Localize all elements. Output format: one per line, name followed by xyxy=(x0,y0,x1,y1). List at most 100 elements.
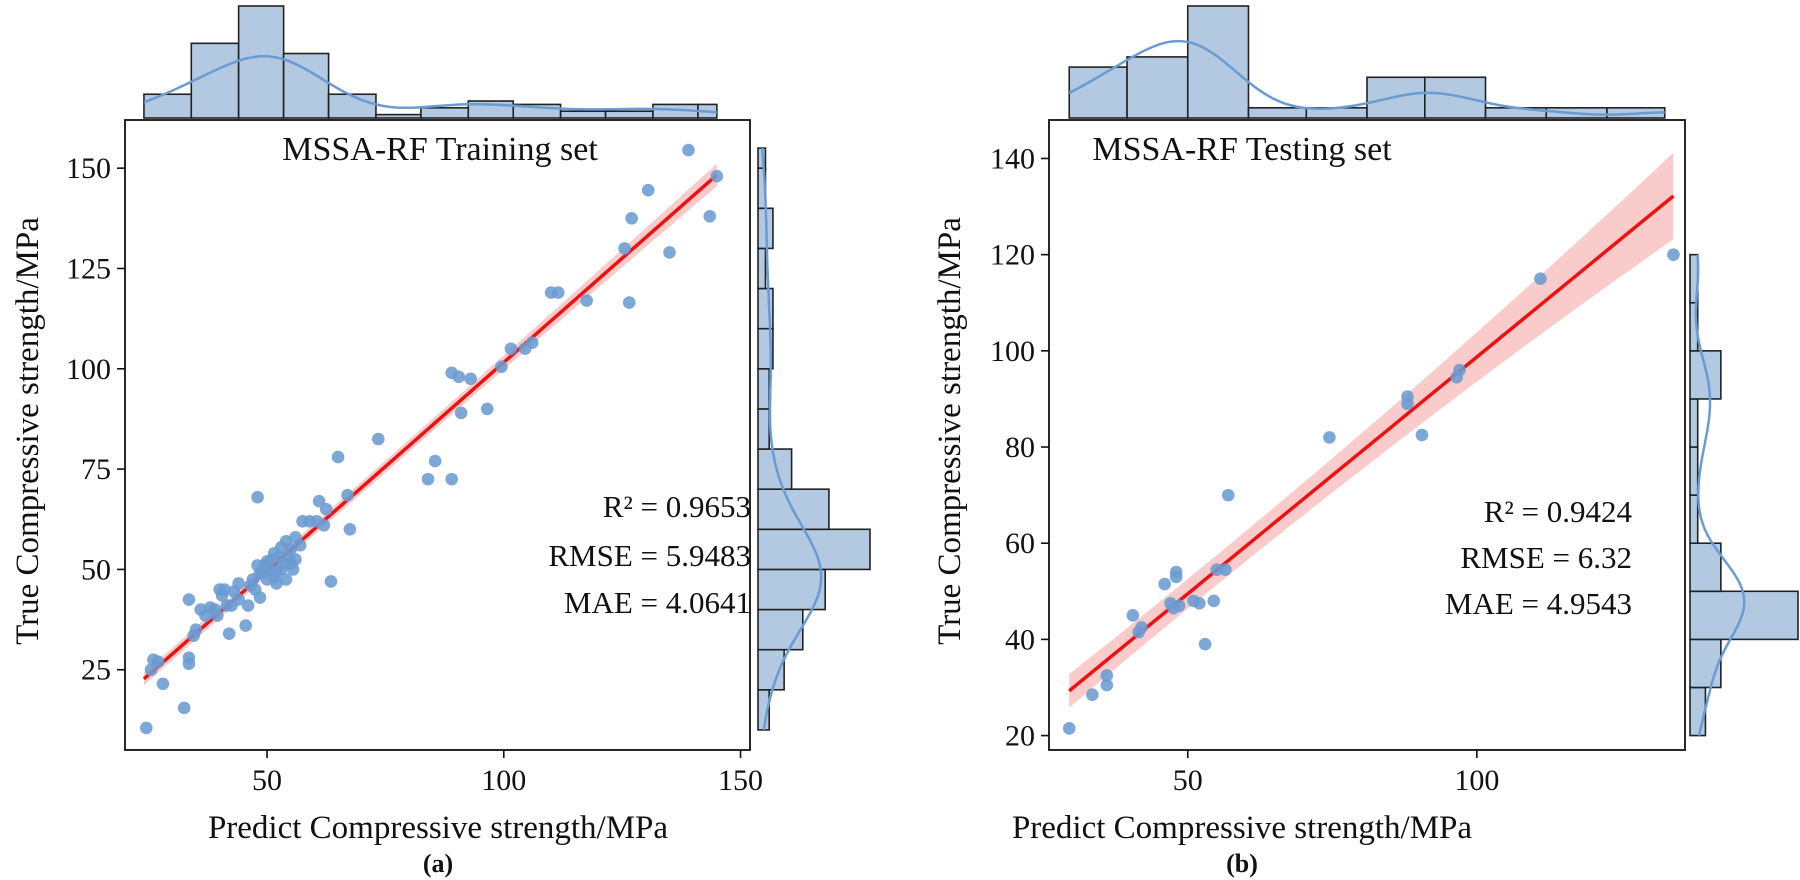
scatter-point xyxy=(1219,563,1232,576)
x-axis-label-a: Predict Compressive strength/MPa xyxy=(208,810,668,846)
scatter-point xyxy=(1100,678,1114,692)
histogram-bar-x xyxy=(559,110,607,119)
y-ticks-a: 25 50 75 100 125 150 xyxy=(66,152,125,687)
x-axis-label-b: Predict Compressive strength/MPa xyxy=(1012,810,1472,846)
scatter-point xyxy=(454,406,468,420)
histogram-bar-y xyxy=(757,408,770,450)
scatter-point xyxy=(1323,431,1336,444)
y-tick-label: 60 xyxy=(1005,527,1035,560)
scatter-point xyxy=(1207,594,1221,608)
scatter-point xyxy=(464,372,477,386)
scatter-point xyxy=(239,619,253,632)
histogram-bar-y xyxy=(757,367,770,410)
histogram-bar-x xyxy=(1424,76,1487,119)
right-histogram-a xyxy=(757,147,871,731)
scatter-point xyxy=(293,539,307,552)
y-tick-label: 150 xyxy=(66,152,111,185)
scatter-point xyxy=(1135,621,1148,634)
scatter-point xyxy=(625,212,638,225)
x-tick-label: 50 xyxy=(252,764,282,797)
y-tick-label: 80 xyxy=(1005,431,1035,464)
scatter-point xyxy=(1126,609,1140,622)
scatter-point xyxy=(682,143,695,157)
scatter-point xyxy=(341,488,354,502)
y-tick-label: 25 xyxy=(81,654,111,687)
histogram-bar-x xyxy=(420,107,470,119)
r2-label-a: R² = 0.9653 xyxy=(603,489,751,524)
scatter-point xyxy=(703,210,717,223)
scatter-points-b xyxy=(1062,248,1680,735)
scatter-point xyxy=(253,591,267,604)
scatter-point xyxy=(251,490,264,504)
histogram-bar-x xyxy=(1186,5,1250,119)
panel-label-a: (a) xyxy=(423,849,453,878)
scatter-point xyxy=(421,472,435,486)
scatter-point xyxy=(182,657,196,671)
kde-curve-x xyxy=(1068,39,1665,116)
histogram-bar-x xyxy=(282,52,330,119)
scatter-point xyxy=(618,242,631,255)
top-histogram-a xyxy=(143,5,718,119)
x-ticks-b: 50 100 xyxy=(1173,750,1499,797)
scatter-point xyxy=(218,583,231,596)
histogram-bar-x xyxy=(327,93,377,119)
scatter-point xyxy=(324,575,338,588)
histogram-bar-y xyxy=(757,648,785,691)
scatter-point xyxy=(151,655,165,669)
y-ticks-b: 20 40 60 80 100 120 140 xyxy=(990,142,1049,753)
scatter-point xyxy=(222,627,236,640)
scatter-point xyxy=(452,370,466,384)
scatter-point xyxy=(372,432,385,446)
scatter-point xyxy=(495,360,508,374)
kde-curve-y xyxy=(760,148,823,731)
histogram-bar-y xyxy=(1689,398,1699,448)
scatter-points-a xyxy=(140,143,724,735)
histogram-bar-x xyxy=(375,113,422,119)
scatter-point xyxy=(319,502,333,516)
confidence-band xyxy=(1069,152,1674,708)
histogram-bar-y xyxy=(1689,686,1707,737)
kde-curve-x xyxy=(143,55,718,114)
scatter-point xyxy=(211,609,224,622)
y-axis-label-b: True Compressive strength/MPa xyxy=(932,217,968,645)
scatter-point xyxy=(480,402,494,416)
histogram-bar-x xyxy=(190,42,240,119)
rmse-label-a: RMSE = 5.9483 xyxy=(548,538,751,573)
scatter-point xyxy=(1210,563,1223,576)
histogram-bar-x xyxy=(1126,56,1189,119)
scatter-point xyxy=(1221,488,1235,502)
r2-label-b: R² = 0.9424 xyxy=(1484,494,1633,529)
scatter-point xyxy=(1193,597,1206,610)
histogram-bar-y xyxy=(1689,446,1699,496)
y-tick-label: 120 xyxy=(990,239,1035,272)
scatter-point xyxy=(232,577,245,590)
scatter-point xyxy=(189,623,203,636)
scatter-point xyxy=(270,577,283,590)
y-tick-label: 140 xyxy=(990,142,1035,175)
scatter-point xyxy=(641,183,655,197)
scatter-point xyxy=(1172,599,1186,613)
y-tick-label: 125 xyxy=(66,252,111,285)
scatter-point xyxy=(504,342,518,356)
panel-b: 50 100 20 40 60 80 100 120 140 MSSA-RF Testing … xyxy=(932,5,1799,878)
scatter-point xyxy=(286,563,300,576)
scatter-point xyxy=(232,593,245,606)
scatter-point xyxy=(1158,577,1171,591)
scatter-point xyxy=(177,701,191,715)
y-axis-label-a: True Compressive strength/MPa xyxy=(10,217,46,645)
histogram-bar-y xyxy=(757,247,767,290)
scatter-point xyxy=(1667,248,1680,261)
scatter-point xyxy=(317,518,331,532)
scatter-point xyxy=(1401,397,1414,411)
y-tick-label: 40 xyxy=(1005,623,1035,656)
y-tick-label: 100 xyxy=(66,353,111,386)
scatter-point xyxy=(1062,722,1076,735)
x-tick-label: 100 xyxy=(481,764,526,797)
y-tick-label: 75 xyxy=(81,453,111,486)
scatter-point xyxy=(445,472,459,486)
right-histogram-b xyxy=(1689,253,1799,737)
scatter-point xyxy=(1198,637,1212,651)
scatter-point xyxy=(284,543,298,556)
plot-frame-a xyxy=(124,119,751,751)
